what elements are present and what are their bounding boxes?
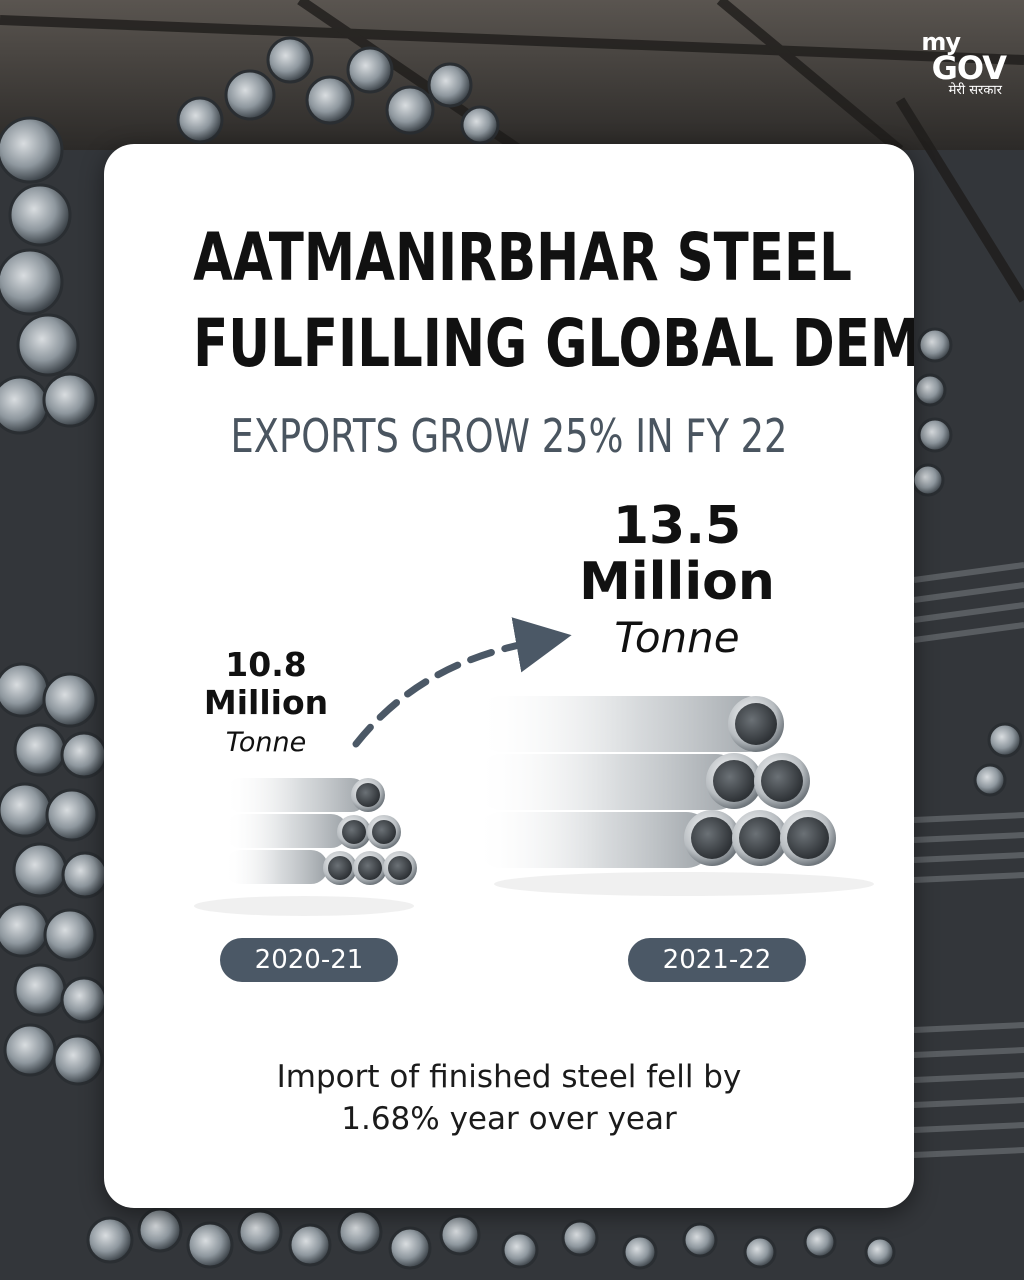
headline-line-2: FULFILLING GLOBAL DEMAND — [193, 305, 914, 382]
import-note-line-1: Import of finished steel fell by — [276, 1059, 742, 1095]
subheadline: EXPORTS GROW 25% IN FY 22 — [230, 409, 788, 463]
steel-pipes-large — [474, 696, 874, 896]
headline-line-1: AATMANIRBHAR STEEL — [193, 219, 852, 296]
value-unit: Million — [203, 683, 329, 722]
value-measure: Tonne — [614, 613, 740, 662]
export-value-2021-22: 13.5 Million Tonne — [552, 498, 802, 666]
value-number: 10.8 — [225, 645, 307, 684]
mygov-logo: my GOV मेरी सरकार — [896, 28, 1007, 100]
logo-tagline: मेरी सरकार — [948, 83, 1002, 98]
value-measure: Tonne — [225, 727, 307, 758]
import-note: Import of finished steel fell by 1.68% y… — [104, 1056, 914, 1140]
value-unit: Million — [579, 552, 775, 612]
dashed-arrow-icon — [352, 617, 572, 748]
steel-pipes-small — [194, 778, 417, 916]
value-number: 13.5 — [612, 496, 742, 556]
pipes-illustration — [194, 617, 874, 916]
import-note-line-2: 1.68% year over year — [341, 1101, 677, 1137]
logo-my-text: my — [921, 28, 961, 56]
infographic-card: AATMANIRBHAR STEEL FULFILLING GLOBAL DEM… — [104, 144, 914, 1208]
export-value-2020-21: 10.8 Million Tonne — [186, 646, 346, 762]
year-badge-2021-22: 2021-22 — [628, 938, 806, 982]
year-badge-2020-21: 2020-21 — [220, 938, 398, 982]
logo-gov-text: GOV — [931, 49, 1007, 87]
